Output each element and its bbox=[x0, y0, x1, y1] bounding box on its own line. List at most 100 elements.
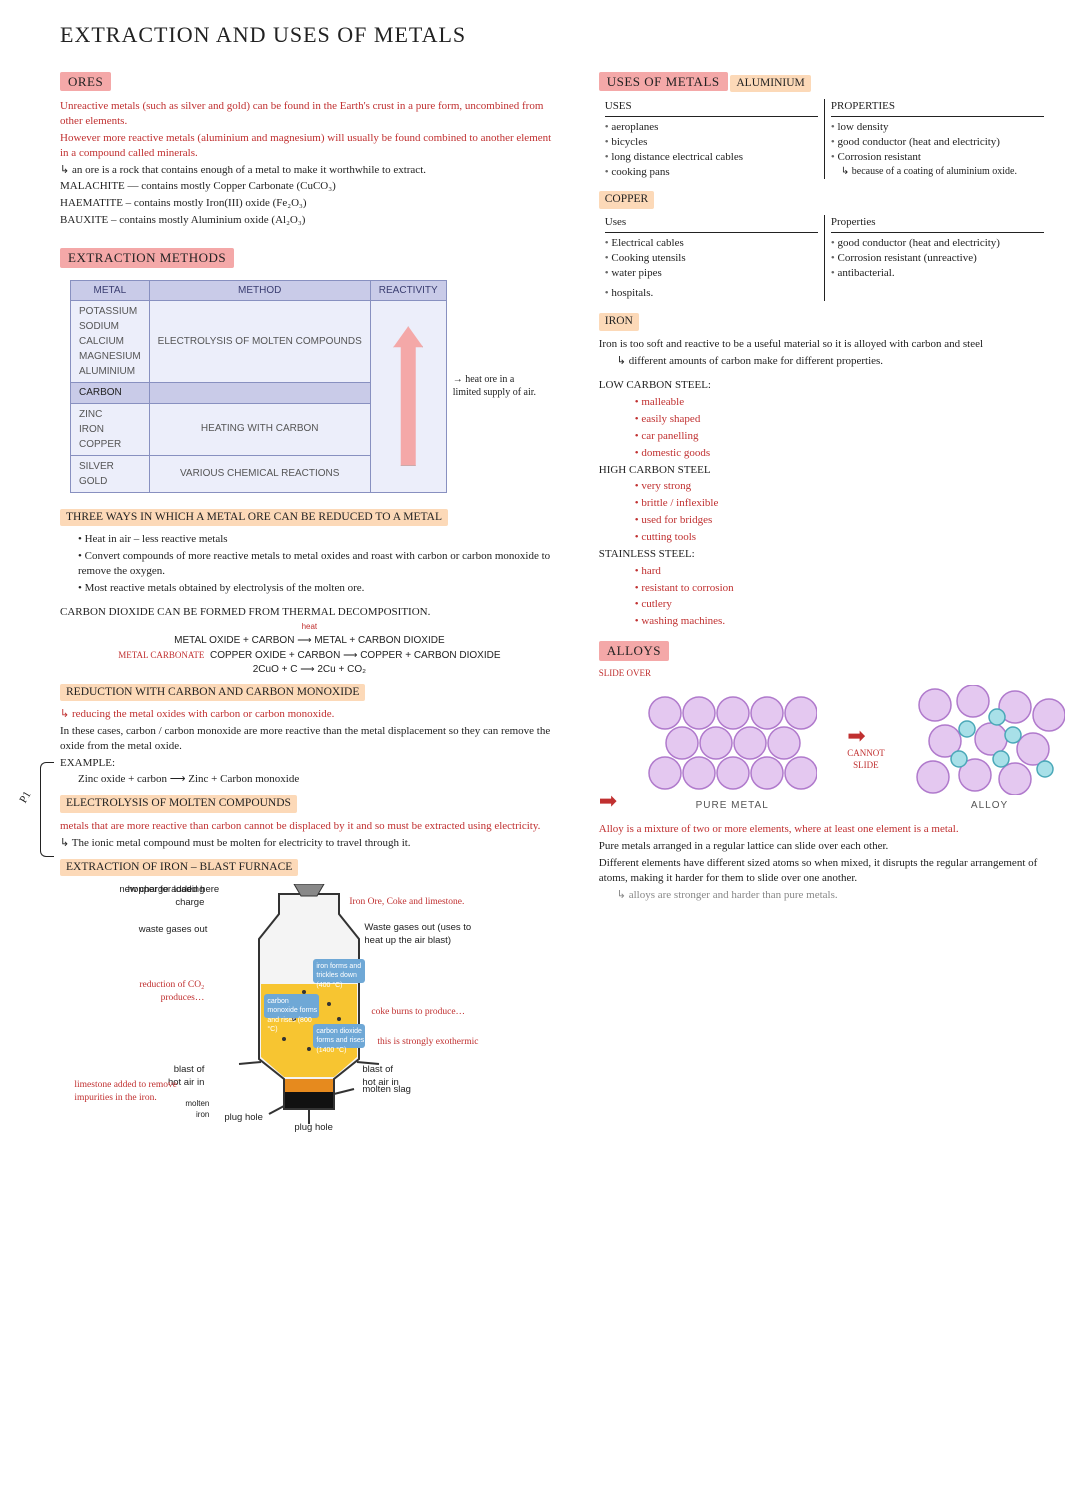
low3: domestic goods bbox=[635, 446, 1050, 461]
cu-u1: Cooking utensils bbox=[605, 251, 818, 266]
cu-u3: hospitals. bbox=[605, 286, 818, 301]
fl-ironforms: iron forms and trickles down (400 °C) bbox=[316, 962, 366, 990]
fl-plug-b: plug hole bbox=[294, 1122, 333, 1135]
high0: very strong bbox=[635, 479, 1050, 494]
extraction-table-wrap: METAL METHOD REACTIVITY POTASSIUM SODIUM… bbox=[70, 280, 559, 493]
high3: cutting tools bbox=[635, 530, 1050, 545]
reduction-p1: reducing the metal oxides with carbon or… bbox=[60, 707, 559, 722]
al-u2: long distance electrical cables bbox=[605, 150, 818, 165]
em-method-3: VARIOUS CHEMICAL REACTIONS bbox=[149, 455, 370, 492]
em-method-1: ELECTROLYSIS OF MOLTEN COMPOUNDS bbox=[149, 301, 370, 383]
ore-haematite: HAEMATITE – contains mostly Iron(III) ox… bbox=[60, 196, 559, 211]
three-b2: • Convert compounds of more reactive met… bbox=[78, 549, 559, 579]
ores-heading: ORES bbox=[60, 72, 111, 92]
heat-label: heat bbox=[60, 622, 559, 633]
reactivity-arrow-icon bbox=[393, 326, 423, 466]
fl-redco2: reduction of CO₂ produces… bbox=[119, 979, 204, 1005]
fl-limestone: limestone added to remove impurities in … bbox=[74, 1079, 194, 1105]
electrolysis-heading: ELECTROLYSIS OF MOLTEN COMPOUNDS bbox=[60, 795, 297, 813]
alloys-diagram-row: ➡ PURE METAL ➡ CANNOT SLIDE bbox=[599, 685, 1050, 813]
alloys-p1: Alloy is a mixture of two or more elemen… bbox=[599, 822, 1050, 837]
al-heading: ALUMINIUM bbox=[730, 75, 810, 93]
high1: brittle / inflexible bbox=[635, 496, 1050, 511]
cu-uses-hdr: Uses bbox=[605, 215, 818, 233]
fl-coke: coke burns to produce… bbox=[371, 1006, 465, 1019]
blast-heading: EXTRACTION OF IRON – BLAST FURNACE bbox=[60, 859, 298, 877]
fl-wastegas2: Waste gases out (uses to heat up the air… bbox=[364, 922, 474, 948]
em-method-2: HEATING WITH CARBON bbox=[149, 403, 370, 455]
fl-exo: this is strongly exothermic bbox=[377, 1036, 478, 1049]
alloys-heading: ALLOYS bbox=[599, 641, 669, 661]
al-p1: good conductor (heat and electricity) bbox=[831, 135, 1044, 150]
cu-table: Uses Electrical cables Cooking utensils … bbox=[599, 215, 1050, 301]
low1: easily shaped bbox=[635, 412, 1050, 427]
left-column: ORES Unreactive metals (such as silver a… bbox=[60, 64, 559, 1134]
uses-of-metals-heading: USES OF METALS bbox=[599, 72, 728, 92]
ores-p1: Unreactive metals (such as silver and go… bbox=[60, 99, 559, 129]
fl-wastegas: waste gases out bbox=[119, 924, 207, 937]
high-steel-heading: HIGH CARBON STEEL bbox=[599, 463, 1050, 478]
pure-metal-diagram: PURE METAL bbox=[647, 695, 817, 813]
two-column-layout: ORES Unreactive metals (such as silver a… bbox=[60, 64, 1050, 1134]
right-column: USES OF METALS ALUMINIUM USES aeroplanes… bbox=[599, 64, 1050, 1134]
em-carbon: CARBON bbox=[71, 383, 150, 404]
al-p0: low density bbox=[831, 120, 1044, 135]
cu-p2: antibacterial. bbox=[831, 266, 1044, 281]
thermal-heading: CARBON DIOXIDE CAN BE FORMED FROM THERMA… bbox=[60, 605, 559, 620]
em-th-method: METHOD bbox=[149, 280, 370, 301]
pure-metal-label: PURE METAL bbox=[647, 799, 817, 813]
fl-co2: carbon dioxide forms and rises (1400 °C) bbox=[316, 1027, 366, 1055]
ss3: washing machines. bbox=[635, 614, 1050, 629]
three-b3: • Most reactive metals obtained by elect… bbox=[78, 581, 559, 596]
reduction-example-label: EXAMPLE: bbox=[60, 756, 559, 771]
cu-p0: good conductor (heat and electricity) bbox=[831, 236, 1044, 251]
ores-p2: However more reactive metals (aluminium … bbox=[60, 131, 559, 161]
ore-bauxite: BAUXITE – contains mostly Aluminium oxid… bbox=[60, 213, 559, 228]
p1-annotation: P1 bbox=[16, 789, 35, 806]
al-uses-hdr: USES bbox=[605, 99, 818, 117]
cu-u0: Electrical cables bbox=[605, 236, 818, 251]
p1-bracket-icon bbox=[40, 762, 54, 857]
fl-ironore: Iron Ore, Coke and limestone. bbox=[349, 896, 464, 909]
electrolysis-p1: metals that are more reactive than carbo… bbox=[60, 819, 559, 834]
low0: malleable bbox=[635, 395, 1050, 410]
blast-furnace-diagram: hopper for loading charge new charge add… bbox=[119, 884, 499, 1134]
em-metals-2: ZINC IRON COPPER bbox=[71, 403, 150, 455]
cannot-slide-block: ➡ CANNOT SLIDE bbox=[847, 725, 884, 771]
low-steel-heading: LOW CARBON STEEL: bbox=[599, 378, 1050, 393]
fl-newcharge: new charge added here bbox=[119, 884, 219, 897]
al-p2: Corrosion resistant bbox=[831, 150, 1044, 165]
em-th-metal: METAL bbox=[71, 280, 150, 301]
fl-co: carbon monoxide forms and rises (800 °C) bbox=[267, 997, 319, 1035]
thermal-eq1: METAL OXIDE + CARBON ⟶ METAL + CARBON DI… bbox=[60, 634, 559, 648]
reduction-heading: REDUCTION WITH CARBON AND CARBON MONOXID… bbox=[60, 684, 365, 702]
cu-heading: COPPER bbox=[599, 191, 654, 209]
page-title: EXTRACTION AND USES OF METALS bbox=[60, 20, 1050, 50]
ores-p3: an ore is a rock that contains enough of… bbox=[60, 163, 559, 178]
cannot-slide-label: CANNOT SLIDE bbox=[847, 747, 884, 771]
extraction-table: METAL METHOD REACTIVITY POTASSIUM SODIUM… bbox=[70, 280, 447, 493]
three-b1: • Heat in air – less reactive metals bbox=[78, 532, 559, 547]
iron-heading: IRON bbox=[599, 313, 639, 331]
slide-arrow-icon: ➡ bbox=[599, 790, 617, 812]
ss-heading: STAINLESS STEEL: bbox=[599, 547, 1050, 562]
em-sidenote: → heat ore in a limited supply of air. bbox=[453, 373, 543, 400]
low2: car panelling bbox=[635, 429, 1050, 444]
extraction-methods-heading: EXTRACTION METHODS bbox=[60, 248, 234, 268]
fl-plug-l: plug hole bbox=[224, 1112, 263, 1125]
iron-p1: Iron is too soft and reactive to be a us… bbox=[599, 337, 1050, 352]
ss0: hard bbox=[635, 564, 1050, 579]
al-u3: cooking pans bbox=[605, 165, 818, 180]
thermal-eq2: METAL CARBONATE COPPER OXIDE + CARBON ⟶ … bbox=[60, 649, 559, 663]
alloy-label: ALLOY bbox=[915, 799, 1065, 813]
alloys-p2: Pure metals arranged in a regular lattic… bbox=[599, 839, 1050, 854]
al-prop-hdr: PROPERTIES bbox=[831, 99, 1044, 117]
iron-p2: different amounts of carbon make for dif… bbox=[617, 354, 1050, 369]
alloys-p4: alloys are stronger and harder than pure… bbox=[617, 888, 1050, 903]
thermal-eq3: 2CuO + C ⟶ 2Cu + CO₂ bbox=[60, 663, 559, 677]
al-table: USES aeroplanes bicycles long distance e… bbox=[599, 99, 1050, 179]
cu-u2: water pipes bbox=[605, 266, 818, 281]
three-ways-heading: THREE WAYS IN WHICH A METAL ORE CAN BE R… bbox=[60, 509, 448, 527]
al-u1: bicycles bbox=[605, 135, 818, 150]
ore-malachite: MALACHITE — contains mostly Copper Carbo… bbox=[60, 179, 559, 194]
